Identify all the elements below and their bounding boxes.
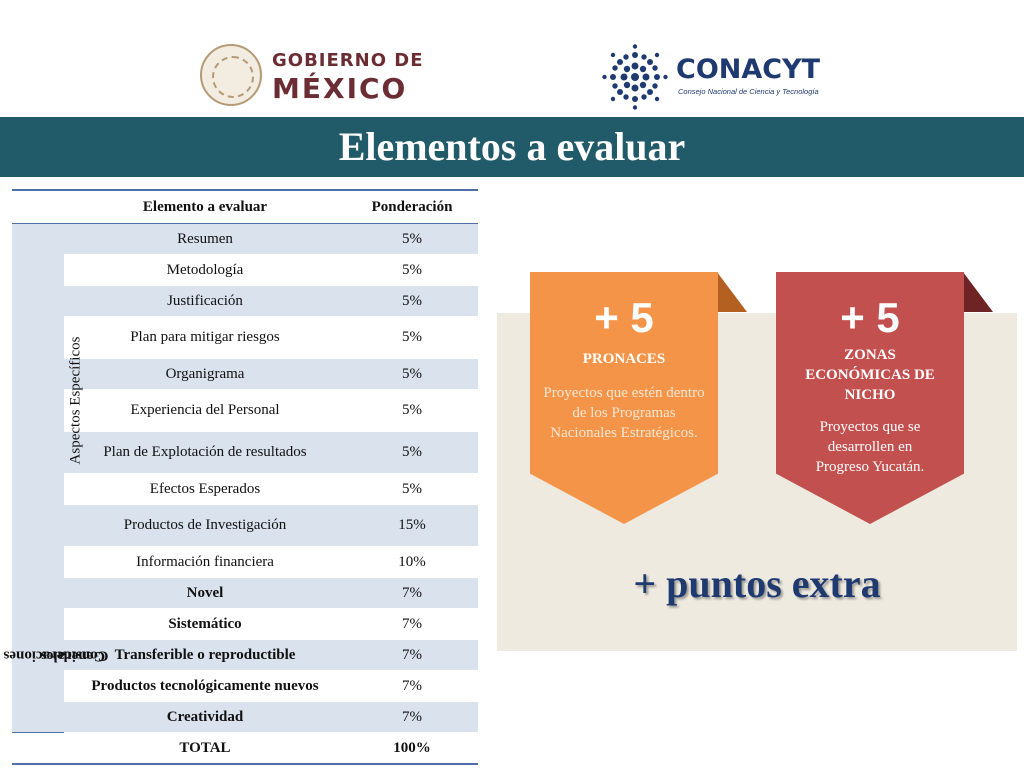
table-row: Productos de Investigación 15% xyxy=(12,504,478,547)
row-label: Metodología xyxy=(64,254,346,286)
ribbon-fold xyxy=(963,272,993,312)
table-row: Productos tecnológicamente nuevos 7% xyxy=(12,670,478,702)
group-label: Consideraciones Generales xyxy=(4,602,109,707)
conacyt-subtitle: Consejo Nacional de Ciencia y Tecnología xyxy=(678,87,819,96)
table-row: Experiencia del Personal 5% xyxy=(12,389,478,432)
total-label: TOTAL xyxy=(64,732,346,765)
conacyt-dots-icon xyxy=(602,44,668,110)
bonus-description: Proyectos que estén dentro de los Progra… xyxy=(543,385,705,441)
row-label: Justificación xyxy=(64,285,346,317)
ribbon-fold xyxy=(717,272,747,312)
bonus-title: PRONACES xyxy=(582,351,666,367)
row-label: Productos de Investigación xyxy=(64,504,346,547)
row-value: 5% xyxy=(346,254,478,286)
row-label: Información financiera xyxy=(64,546,346,578)
table-row: Aspectos Específicos Resumen 5% xyxy=(12,223,478,578)
row-value: 7% xyxy=(346,670,478,702)
conacyt-logo: CONACYT Consejo Nacional de Ciencia y Te… xyxy=(602,44,832,110)
row-value: 5% xyxy=(346,223,478,255)
group-aspectos-especificos: Aspectos Específicos xyxy=(12,223,83,578)
row-label: Sistemático xyxy=(64,608,346,640)
row-label: Creatividad xyxy=(64,701,346,733)
table-row: Plan para mitigar riesgos 5% xyxy=(12,316,478,359)
gobierno-mexico-logo: GOBIERNO DE MÉXICO xyxy=(200,44,423,110)
national-seal-icon xyxy=(200,44,262,106)
table-header-row: Elemento a evaluar Ponderación xyxy=(12,189,478,224)
bonus-title: ZONAS ECONÓMICAS DE NICHO xyxy=(805,347,935,403)
row-value: 5% xyxy=(346,473,478,505)
row-label: Resumen xyxy=(64,223,346,255)
evaluation-table: Elemento a evaluar Ponderación Aspectos … xyxy=(4,189,478,765)
bonus-points: + 5 xyxy=(594,294,654,341)
row-label: Novel xyxy=(64,577,346,609)
table-row: Información financiera 10% xyxy=(12,546,478,578)
bonus-ribbon-pronaces: + 5 PRONACES Proyectos que estén dentro … xyxy=(530,272,718,524)
table-row: Sistemático 7% xyxy=(12,608,478,640)
group-consideraciones-generales: Consideraciones Generales xyxy=(4,577,109,733)
row-value: 15% xyxy=(346,504,478,547)
row-value: 7% xyxy=(346,577,478,609)
bonus-points: + 5 xyxy=(840,294,900,341)
row-value: 7% xyxy=(346,608,478,640)
header-weight: Ponderación xyxy=(346,189,478,224)
row-label: Plan para mitigar riesgos xyxy=(64,316,346,359)
row-label: Transferible o reproductible xyxy=(64,639,346,671)
row-value: 5% xyxy=(346,389,478,432)
bonus-description: Proyectos que se desarrollen en Progreso… xyxy=(815,419,925,475)
row-value: 5% xyxy=(346,316,478,359)
table-row: Efectos Esperados 5% xyxy=(12,473,478,505)
total-blank xyxy=(12,732,64,765)
row-value: 10% xyxy=(346,546,478,578)
group-label-line2: Generales xyxy=(40,647,106,664)
table-row: Plan de Explotación de resultados 5% xyxy=(12,431,478,474)
row-value: 7% xyxy=(346,639,478,671)
row-label: Productos tecnológicamente nuevos xyxy=(64,670,346,702)
row-label: Organigrama xyxy=(64,358,346,390)
total-row: TOTAL 100% xyxy=(12,732,478,765)
extra-points-label: + puntos extra xyxy=(633,561,881,606)
table-row: Organigrama 5% xyxy=(12,358,478,390)
header-blank xyxy=(12,189,64,224)
row-value: 7% xyxy=(346,701,478,733)
row-label: Efectos Esperados xyxy=(64,473,346,505)
row-value: 5% xyxy=(346,285,478,317)
row-value: 5% xyxy=(346,431,478,474)
table-row: Consideraciones Generales Novel 7% xyxy=(4,577,478,733)
title-bar: Elementos a evaluar xyxy=(0,117,1024,177)
row-value: 5% xyxy=(346,358,478,390)
table-row: Metodología 5% xyxy=(12,254,478,286)
row-label: Plan de Explotación de resultados xyxy=(64,431,346,474)
bonus-ribbon-zonas: + 5 ZONAS ECONÓMICAS DE NICHO Proyectos … xyxy=(776,272,964,524)
gob-logo-line1: GOBIERNO DE xyxy=(272,50,424,71)
conacyt-name: CONACYT xyxy=(676,54,821,85)
table-row: Justificación 5% xyxy=(12,285,478,317)
gob-logo-line2: MÉXICO xyxy=(272,72,408,105)
row-label: Experiencia del Personal xyxy=(64,389,346,432)
header-element: Elemento a evaluar xyxy=(64,189,346,224)
table-row: Creatividad 7% xyxy=(12,701,478,733)
group-label: Aspectos Específicos xyxy=(67,336,84,465)
total-value: 100% xyxy=(346,732,478,765)
page-title: Elementos a evaluar xyxy=(338,124,686,169)
table-row: Transferible o reproductible 7% xyxy=(12,639,478,671)
